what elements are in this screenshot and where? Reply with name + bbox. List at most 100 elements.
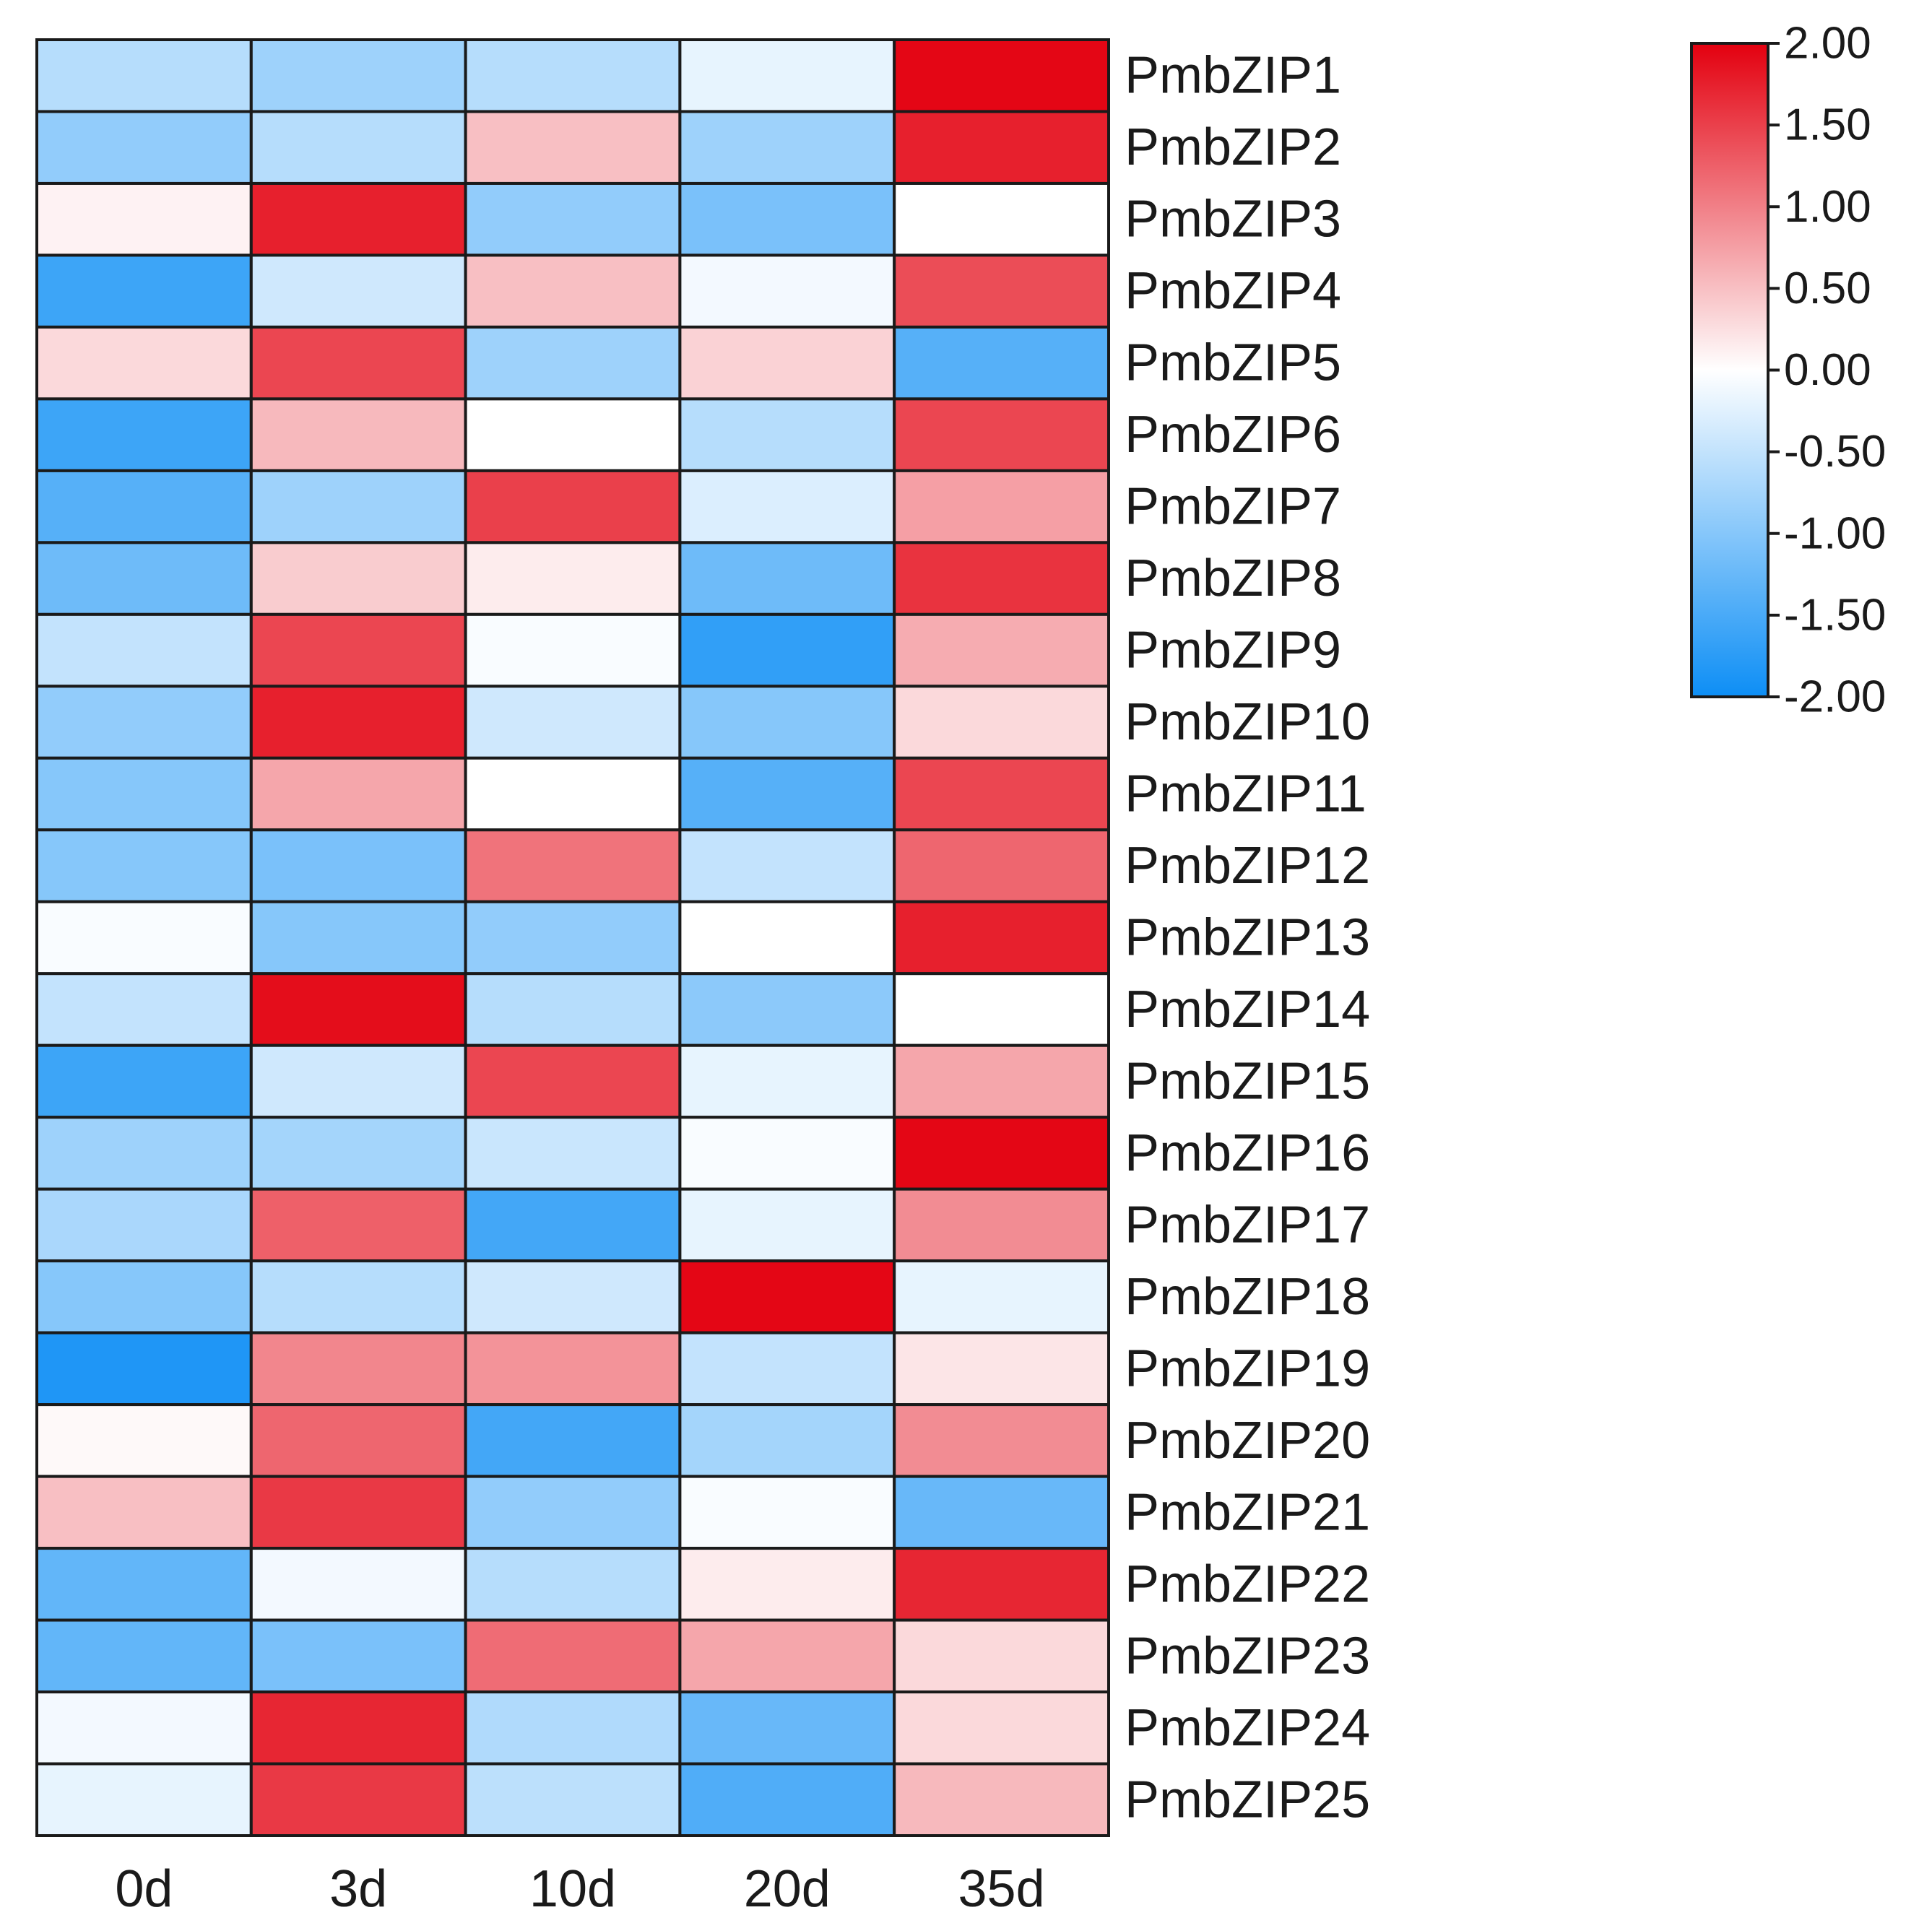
heatmap-cell [464,181,682,257]
heatmap-cell [678,1259,896,1334]
color-scale-legend: 2.00 1.50 1.00 0.50 0.00 -0.50 -1.00 -1.50 -2.00 [1690,19,1886,722]
heatmap-cell [893,181,1110,257]
heatmap-cell [35,397,253,472]
heatmap-cell [35,900,253,976]
heatmap-cell [249,1187,467,1263]
heatmap-cell [35,1547,253,1622]
heatmap-cell [678,756,896,832]
heatmap-cell [893,756,1110,832]
color-scale-ticks: 2.00 1.50 1.00 0.50 0.00 -0.50 -1.00 -1.50 -2.00 [1768,19,1886,722]
heatmap-cell [464,325,682,401]
heatmap-cell [893,1618,1110,1694]
heatmap-cell [893,972,1110,1047]
heatmap-cell [464,1547,682,1622]
row-label: PmbZIP9 [1125,622,1341,680]
heatmap-cell [893,110,1110,185]
color-scale-tick-label: -2.00 [1784,672,1886,722]
heatmap-cell [893,397,1110,472]
heatmap-cell [464,1690,682,1766]
heatmap-cell [893,1043,1110,1119]
heatmap-cell [678,828,896,903]
color-scale-tick-label: 2.00 [1784,19,1871,69]
heatmap-cell [35,469,253,544]
heatmap-cell [678,1475,896,1550]
heatmap-cell [249,38,467,113]
heatmap-cell [464,1043,682,1119]
heatmap-cell [678,972,896,1047]
heatmap-cell [35,325,253,401]
heatmap-cell [678,1331,896,1407]
heatmap-cell [464,397,682,472]
heatmap-cell [893,1762,1110,1838]
row-label: PmbZIP5 [1125,334,1341,392]
heatmap-cell [35,685,253,760]
heatmap-cell [893,685,1110,760]
row-label: PmbZIP10 [1125,693,1370,751]
color-scale-tick-label: 1.00 [1784,182,1871,232]
heatmap-cell [464,1618,682,1694]
heatmap-cell [464,469,682,544]
heatmap-cell [464,828,682,903]
heatmap-cell [893,325,1110,401]
color-scale-tick-label: 1.50 [1784,100,1871,150]
row-label: PmbZIP14 [1125,981,1370,1038]
heatmap-cell [249,181,467,257]
row-label: PmbZIP18 [1125,1268,1370,1326]
column-label: 20d [744,1860,831,1918]
row-labels: PmbZIP1 PmbZIP2 PmbZIP3 PmbZIP4 PmbZIP5 PmbZI… [1125,47,1370,1829]
heatmap-cell [893,253,1110,329]
heatmap-cell [678,1618,896,1694]
column-label: 35d [958,1860,1045,1918]
heatmap-cell [893,1116,1110,1191]
heatmap-cell [35,612,253,688]
heatmap-cell [249,972,467,1047]
heatmap-cell [35,253,253,329]
heatmap-cell [678,900,896,976]
heatmap-cell [249,325,467,401]
heatmap-cell [893,1475,1110,1550]
heatmap-cell [35,1043,253,1119]
color-scale-tick-label: -1.50 [1784,590,1886,640]
row-label: PmbZIP7 [1125,478,1341,536]
heatmap-cell [249,1475,467,1550]
row-label: PmbZIP19 [1125,1340,1370,1397]
heatmap-cell [678,1116,896,1191]
heatmap-cell [249,685,467,760]
heatmap-cell [249,612,467,688]
heatmap-cell [35,1403,253,1478]
heatmap-cell [249,541,467,616]
heatmap-cell [678,1547,896,1622]
heatmap-cell [249,397,467,472]
heatmap-cell [678,181,896,257]
row-label: PmbZIP3 [1125,191,1341,248]
heatmap-cell [249,1331,467,1407]
heatmap-cell [464,1331,682,1407]
heatmap-cell [35,1187,253,1263]
color-scale-tick-label: -0.50 [1784,427,1886,477]
row-label: PmbZIP20 [1125,1412,1370,1470]
column-label: 3d [329,1860,387,1918]
row-label: PmbZIP2 [1125,118,1341,176]
column-label: 10d [529,1860,616,1918]
heatmap-cell [35,1331,253,1407]
color-scale-tick-label: 0.00 [1784,345,1871,395]
heatmap-cell [249,469,467,544]
heatmap-cell [678,612,896,688]
heatmap-cell [678,253,896,329]
heatmap-cell [464,900,682,976]
heatmap-cell [464,1259,682,1334]
heatmap-cell [249,1618,467,1694]
heatmap-cell [678,469,896,544]
heatmap-cell [35,1690,253,1766]
heatmap-cell [678,397,896,472]
heatmap-cell [35,828,253,903]
heatmap-cell [35,1618,253,1694]
heatmap-cell [678,110,896,185]
row-label: PmbZIP25 [1125,1771,1370,1828]
heatmap-cell [249,1043,467,1119]
heatmap-cell [249,756,467,832]
row-label: PmbZIP24 [1125,1699,1370,1757]
heatmap-cell [678,38,896,113]
heatmap-cell [893,1259,1110,1334]
